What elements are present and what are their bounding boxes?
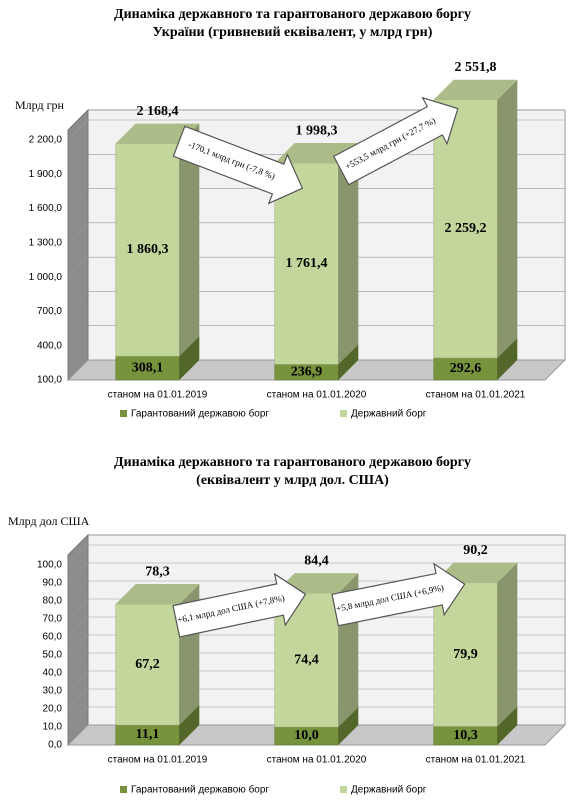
- bar-side: [179, 336, 200, 380]
- grid-line: [67, 598, 89, 620]
- legend-label: Гарантований державою борг: [131, 784, 269, 796]
- y-tick-label: 100,0: [37, 375, 62, 386]
- y-tick-label: 90,0: [43, 578, 63, 589]
- grid-line: [67, 580, 89, 602]
- grid-line: [67, 119, 89, 141]
- x-tick-label: станом на 01.01.2019: [108, 755, 208, 766]
- bar-top: [433, 79, 518, 100]
- legend-swatch: [340, 786, 347, 793]
- grid-line: [67, 688, 89, 710]
- grid-line: [67, 188, 89, 209]
- bar-side: [338, 344, 359, 380]
- bar-side: [338, 707, 359, 745]
- bar-top: [115, 584, 200, 605]
- y-tick-label: 1 000,0: [29, 272, 63, 283]
- y-tick-label: 400,0: [37, 340, 62, 351]
- y-tick-label: 700,0: [37, 306, 62, 317]
- side-wall: [67, 533, 89, 747]
- value-label: 11,1: [136, 727, 160, 742]
- x-tick-label: станом на 01.01.2021: [426, 390, 526, 401]
- grid-line: [67, 652, 89, 674]
- y-tick-label: 10,0: [43, 722, 63, 733]
- legend-swatch: [120, 786, 127, 793]
- value-label: 2 259,2: [445, 221, 487, 236]
- value-label: 67,2: [135, 657, 160, 672]
- y-tick-label: 50,0: [43, 650, 63, 661]
- y-tick-label: 70,0: [43, 614, 63, 625]
- value-label: 236,9: [291, 364, 323, 379]
- total-label: 2 168,4: [137, 104, 179, 119]
- legend-label: Державний борг: [351, 408, 427, 420]
- annotation-arrow: [172, 125, 304, 205]
- bar-side: [338, 143, 359, 365]
- y-tick-label: 1 600,0: [29, 203, 63, 214]
- value-label: 308,1: [132, 360, 164, 375]
- legend-swatch: [120, 410, 127, 417]
- grid-line: [67, 154, 89, 175]
- grid-line: [67, 544, 89, 566]
- legend-swatch: [340, 410, 347, 417]
- y-tick-label: 1 300,0: [29, 237, 63, 248]
- annotation-arrow: [331, 562, 466, 627]
- bar-side: [497, 337, 518, 380]
- y-tick-label: 100,0: [37, 560, 62, 571]
- legend-label: Гарантований державою борг: [131, 408, 269, 420]
- total-label: 2 551,8: [455, 60, 497, 75]
- value-label: 292,6: [450, 361, 482, 376]
- x-tick-label: станом на 01.01.2021: [426, 755, 526, 766]
- grid-line: [67, 562, 89, 584]
- grid-line: [67, 359, 89, 381]
- bar-segment: [115, 603, 180, 726]
- bar-side: [497, 562, 518, 727]
- y-tick-label: 30,0: [43, 686, 63, 697]
- annotation: +5,8 млрд дол США (+6,9%): [331, 562, 466, 627]
- value-label: 10,3: [453, 728, 478, 743]
- grid-line: [67, 616, 89, 638]
- total-label: 90,2: [463, 543, 488, 558]
- value-label: 1 860,3: [127, 242, 169, 257]
- grid-line: [67, 291, 89, 312]
- chart-title: Динаміка державного та гарантованого дер…: [113, 7, 471, 40]
- y-tick-label: 40,0: [43, 668, 63, 679]
- y-tick-label: 80,0: [43, 596, 63, 607]
- y-axis-label: Млрд дол США: [8, 514, 90, 528]
- grid-line: [67, 222, 89, 244]
- y-tick-label: 60,0: [43, 632, 63, 643]
- x-tick-label: станом на 01.01.2019: [108, 390, 208, 401]
- grid-line: [67, 706, 89, 728]
- x-tick-label: станом на 01.01.2020: [267, 755, 367, 766]
- value-label: 1 761,4: [286, 256, 328, 271]
- y-tick-label: 1 900,0: [29, 169, 63, 180]
- y-axis-label: Млрд грн: [15, 98, 65, 112]
- y-tick-label: 2 200,0: [29, 135, 63, 146]
- y-tick-label: 20,0: [43, 704, 63, 715]
- total-label: 78,3: [145, 564, 170, 579]
- bar-side: [497, 79, 518, 358]
- total-label: 1 998,3: [296, 123, 338, 138]
- bar-side: [179, 123, 200, 357]
- grid-line: [67, 325, 89, 346]
- bar-segment: [433, 99, 498, 359]
- value-label: 79,9: [453, 647, 478, 662]
- bar-top: [115, 123, 200, 144]
- bar-side: [497, 706, 518, 745]
- y-tick-label: 0,0: [48, 740, 62, 751]
- grid-line: [67, 670, 89, 692]
- legend-label: Державний борг: [351, 784, 427, 796]
- x-tick-label: станом на 01.01.2020: [267, 390, 367, 401]
- grid-line: [67, 634, 89, 656]
- side-wall: [67, 108, 89, 382]
- bar-side: [179, 705, 200, 745]
- grid-line: [67, 256, 89, 278]
- grid-line: [67, 724, 89, 746]
- bar-segment: [115, 143, 180, 357]
- chart-title: Динаміка державного та гарантованого дер…: [113, 455, 471, 488]
- total-label: 84,4: [304, 553, 329, 568]
- annotation-arrow: [172, 572, 307, 638]
- value-label: 74,4: [294, 652, 319, 667]
- value-label: 10,0: [294, 728, 319, 743]
- annotation-arrow: [332, 96, 459, 186]
